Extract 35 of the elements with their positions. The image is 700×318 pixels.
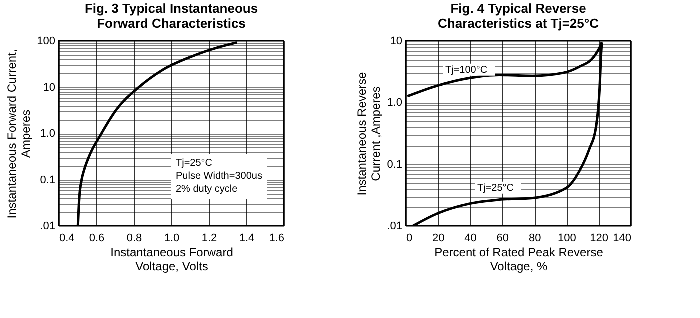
x-axis-title: Percent of Rated Peak Reverse Voltage, %: [434, 246, 604, 274]
series-label: Tj=100°C: [446, 64, 488, 76]
x-tick-label: 1.0: [164, 232, 180, 244]
x-tick-label: 20: [432, 232, 445, 244]
series-label: Tj=25°C: [477, 182, 514, 194]
y-tick-label: .01: [40, 220, 56, 232]
x-tick-label: 0.4: [60, 232, 75, 244]
x-tick-label: 1.2: [202, 232, 218, 244]
chart-title: Fig. 4 Typical Reverse Characteristics at Tj=25°C: [438, 1, 600, 31]
annotation: 2% duty cycle: [176, 184, 238, 196]
x-tick-label: 60: [496, 232, 510, 244]
x-tick-label: 1.6: [269, 232, 284, 244]
chart-title: Fig. 3 Typical Instantaneous Forward Characteristics: [84, 1, 258, 31]
y-tick-label: 1.0: [40, 128, 56, 140]
annotation: Tj=25°C: [176, 158, 213, 170]
annotation: Pulse Width=300us: [176, 171, 262, 182]
y-tick-label: 1.0: [387, 97, 402, 110]
x-tick-label: 40: [464, 232, 477, 244]
y-axis-title: Instantaneous Reverse Current ,Amperes: [355, 72, 384, 196]
x-tick-label: 80: [528, 232, 542, 244]
y-tick-label: 100: [37, 36, 56, 48]
x-axis-title: Instantaneous Forward Voltage, Volts: [110, 246, 234, 274]
x-tick-label: 0.6: [89, 232, 105, 244]
y-tick-label: 10: [390, 36, 402, 48]
y-tick-label: 10: [43, 82, 56, 94]
y-tick-label: .01: [387, 220, 402, 232]
x-tick-label: 0: [406, 232, 413, 244]
x-tick-label: 0.8: [126, 232, 142, 244]
x-tick-label: 140: [613, 232, 632, 244]
y-tick-label: 0.1: [40, 174, 56, 186]
y-tick-label: 0.1: [387, 158, 402, 171]
x-tick-label: 100: [558, 232, 576, 244]
x-tick-label: 1.4: [239, 232, 255, 244]
x-tick-label: 120: [590, 232, 609, 244]
y-axis-title: Instantaneous Forward Current, Amperes: [5, 49, 34, 219]
